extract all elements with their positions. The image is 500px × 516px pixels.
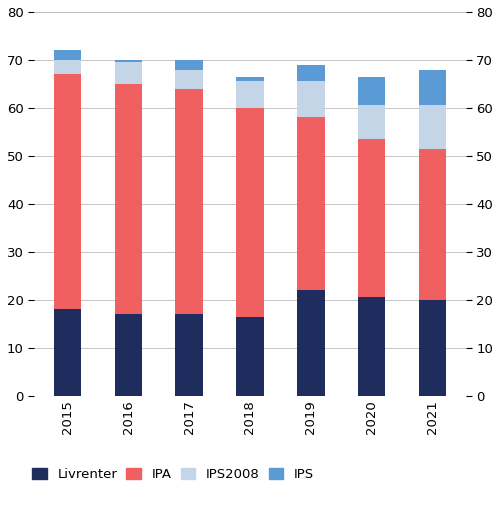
Bar [54,310,81,396]
Bar [176,70,203,89]
Bar [236,82,264,108]
Bar [297,82,324,118]
Bar [358,105,386,139]
Bar [114,314,142,396]
Bar [419,300,446,396]
Bar [358,297,386,396]
Bar [419,70,446,105]
Bar [236,108,264,316]
Bar [358,77,386,105]
Bar [358,139,386,297]
Bar [54,51,81,60]
Bar [54,74,81,310]
Bar [236,77,264,82]
Bar [114,62,142,84]
Bar [419,149,446,300]
Bar [176,89,203,314]
Bar [114,60,142,62]
Bar [297,118,324,290]
Bar [176,314,203,396]
Bar [54,60,81,74]
Bar [297,64,324,82]
Bar [114,84,142,314]
Legend: Livrenter, IPA, IPS2008, IPS: Livrenter, IPA, IPS2008, IPS [32,467,314,481]
Bar [419,105,446,149]
Bar [297,290,324,396]
Bar [176,60,203,70]
Bar [236,316,264,396]
